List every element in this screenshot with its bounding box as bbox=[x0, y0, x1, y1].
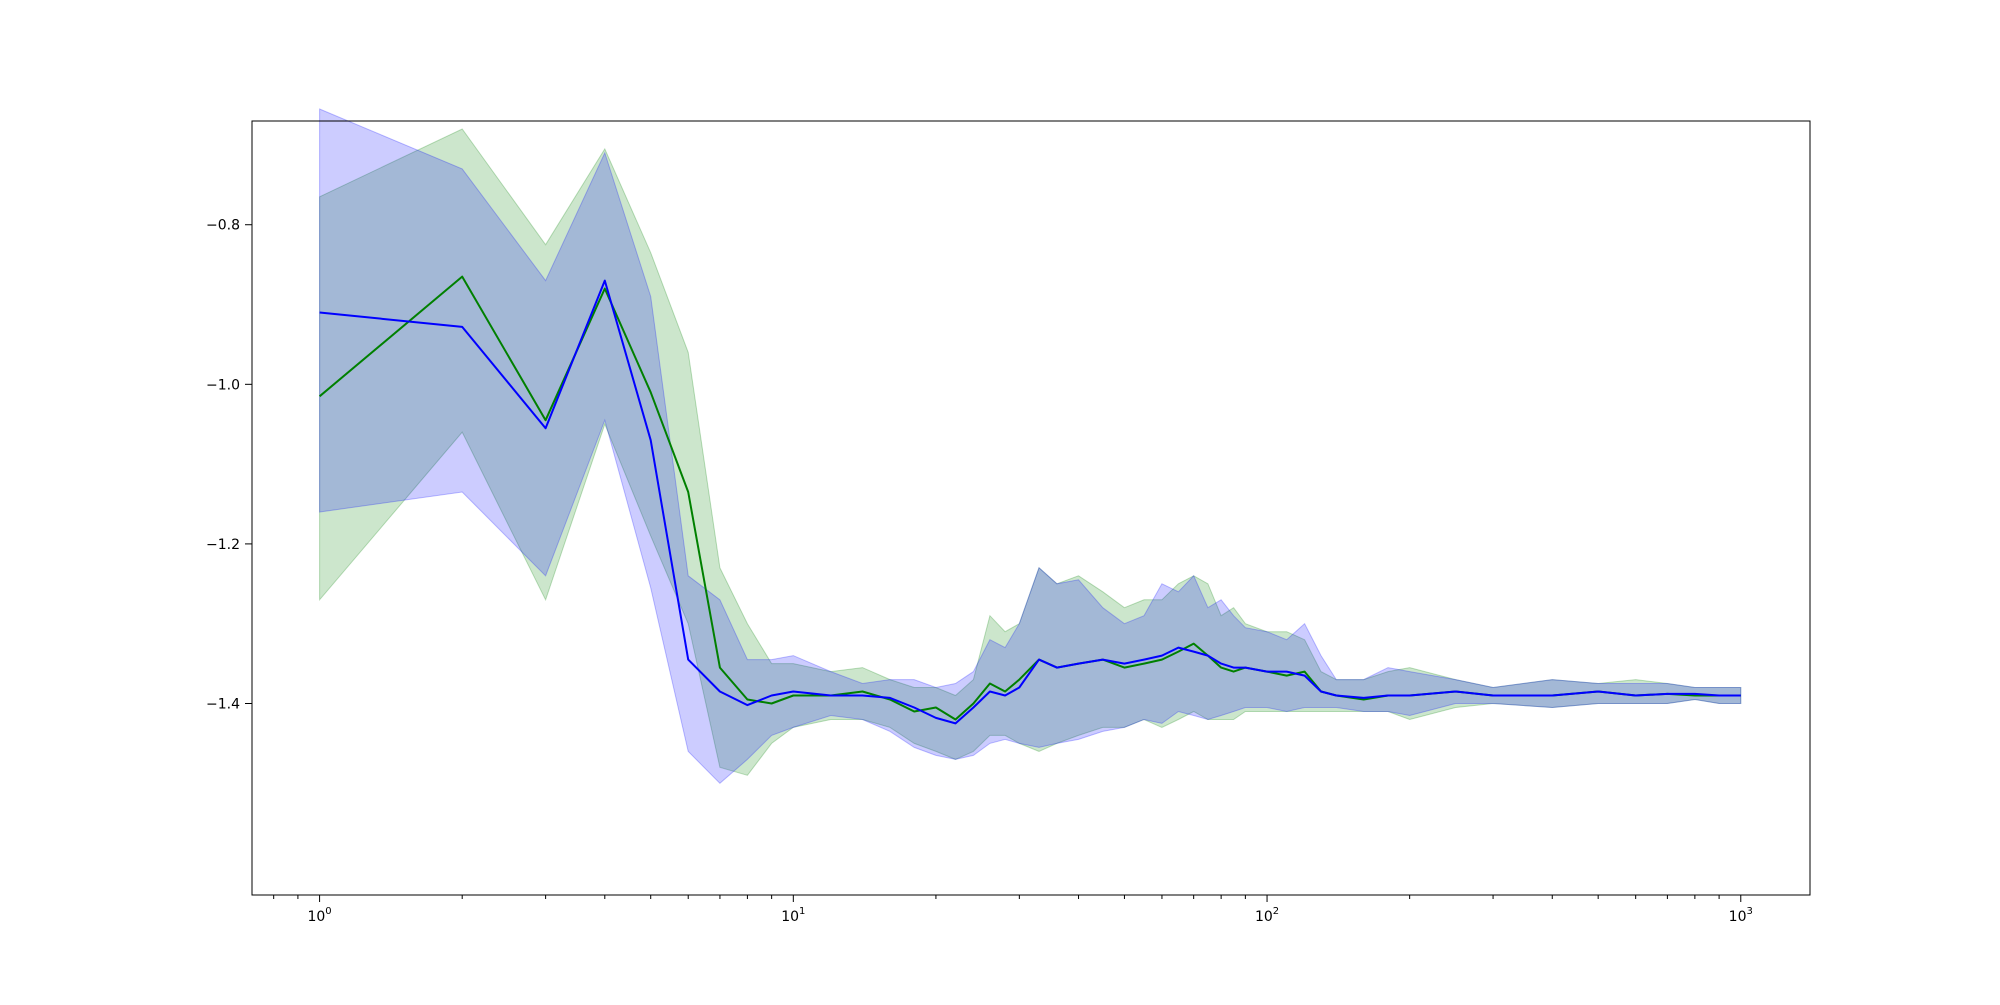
y-axis-ticks: −0.8 −1.0 −1.2 −1.4 bbox=[206, 218, 252, 712]
y-tick-label: −1.2 bbox=[206, 537, 240, 553]
series-lines bbox=[318, 275, 1741, 725]
x-tick-label: 103 bbox=[1729, 906, 1753, 925]
blue-confidence-band bbox=[319, 108, 1742, 784]
y-tick-label: −1.4 bbox=[206, 696, 240, 712]
green-confidence-band bbox=[319, 128, 1742, 776]
x-tick-label: 101 bbox=[781, 906, 805, 925]
y-tick-label: −1.0 bbox=[206, 377, 240, 393]
x-axis-ticks: 100 101 102 103 bbox=[273, 895, 1753, 925]
blue-series-line bbox=[319, 279, 1741, 725]
confidence-bands bbox=[319, 108, 1742, 784]
y-tick-label: −0.8 bbox=[206, 218, 240, 234]
x-tick-label: 102 bbox=[1255, 906, 1279, 925]
plot-frame bbox=[251, 120, 1811, 896]
x-tick-label: 100 bbox=[307, 906, 331, 925]
